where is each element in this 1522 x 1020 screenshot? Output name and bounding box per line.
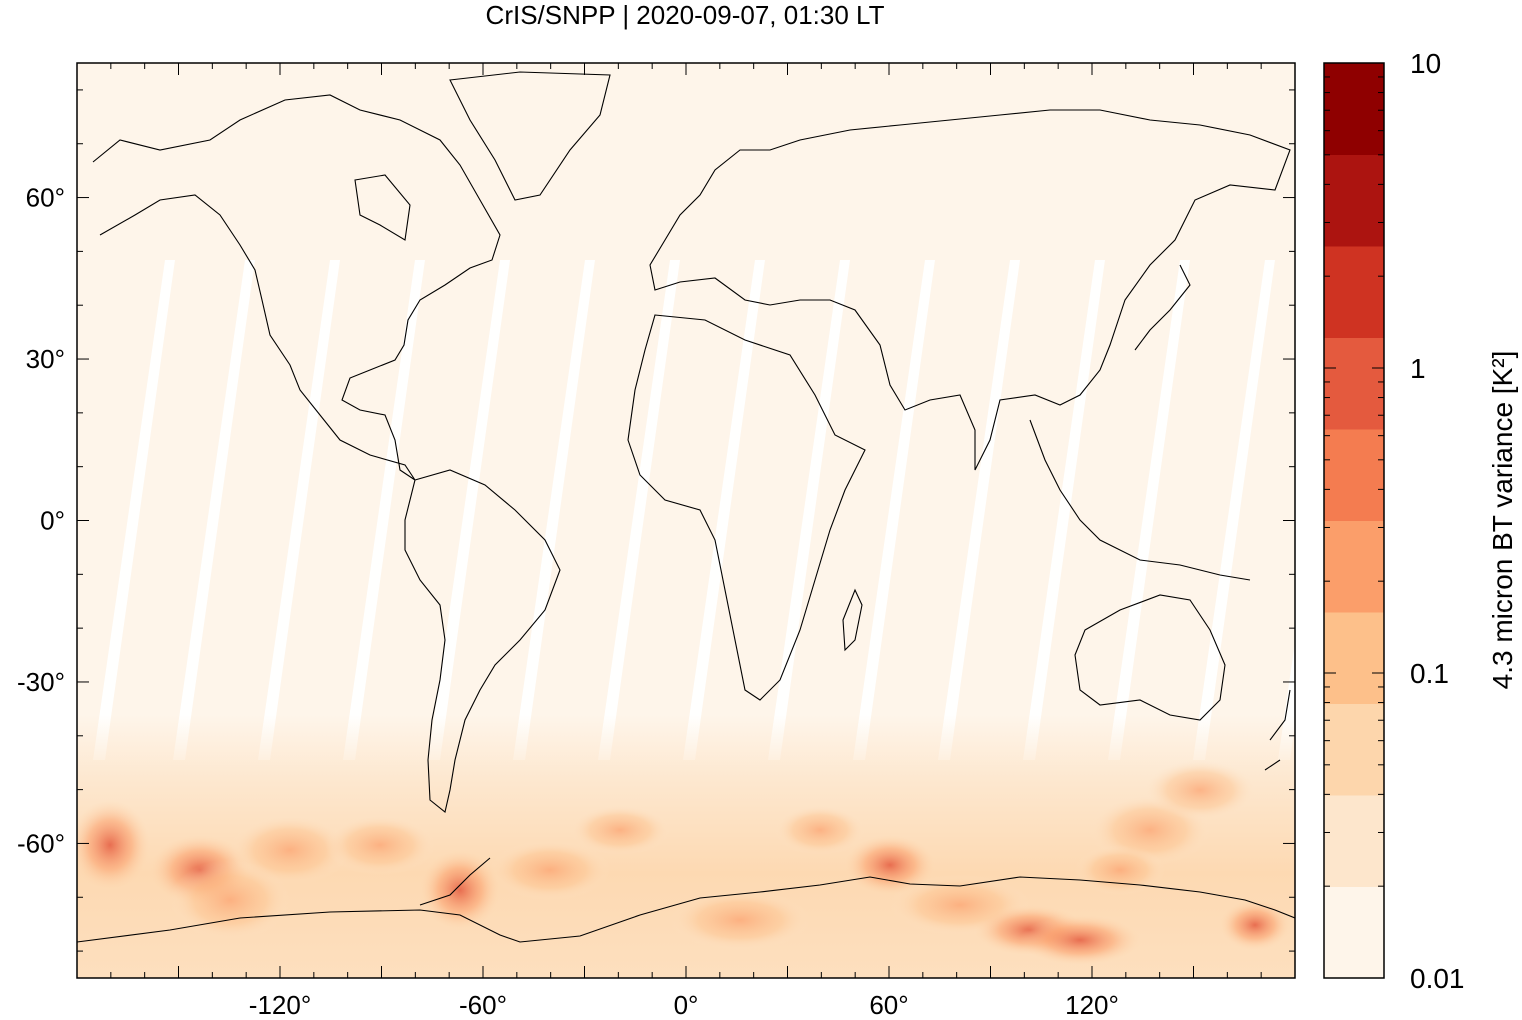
colorbar-label: 4.3 micron BT variance [K²] [1487,351,1518,690]
swath-gap [938,260,1020,760]
colorbar-tick-label: 0.1 [1410,658,1449,689]
colorbar: 10 1 0.1 0.01 4.3 micron BT variance [K²] [1323,48,1518,994]
colorbar-band [1324,246,1384,338]
variance-hotspot [670,890,810,950]
colorbar-tick-label: 0.01 [1410,963,1465,994]
x-tick-label: 120° [1065,990,1119,1020]
swath-gap [343,260,425,760]
variance-hotspot [1145,760,1255,820]
orbit-swath-gaps [93,260,1295,760]
swath-gap [768,260,850,760]
coastline-south-america [404,469,561,813]
colorbar-band [1324,612,1384,704]
variance-hotspot [325,815,435,875]
variance-hotspot [1020,915,1140,965]
colorbar-bands [1324,63,1384,979]
variance-hotspot [845,835,935,895]
colorbar-band [1324,154,1384,247]
colorbar-tick-label: 1 [1410,353,1426,384]
colorbar-band [1324,63,1384,155]
swath-gap [1108,260,1190,760]
variance-hotspot [1220,900,1290,950]
swath-gap [258,260,340,760]
y-tick-label: 30° [26,344,65,374]
coastline-north-america [92,94,501,481]
colorbar-tick-label: 10 [1410,48,1441,79]
y-tick-label: -30° [17,667,65,697]
colorbar-band [1324,337,1384,430]
swath-gap [853,260,935,760]
variance-hotspot [420,850,500,930]
coastline-eurasia-africa [649,109,1291,471]
x-tick-label: 60° [869,990,908,1020]
variance-hotspot [490,840,610,900]
colorbar-band [1324,703,1384,796]
coastline-madagascar [842,588,863,652]
swath-gap [173,260,255,760]
swath-gap [513,260,595,760]
plot-title: CrIS/SNPP | 2020-09-07, 01:30 LT [485,0,885,30]
coastline-antarctica [77,876,1295,943]
variance-hotspot [570,805,670,855]
colorbar-band [1324,795,1384,887]
coastline-antarctic-peninsula [419,857,491,906]
x-tick-label: -120° [249,990,311,1020]
variance-hotspot [1075,845,1165,895]
x-axis: -120° -60° 0° 60° 120° [110,63,1262,1020]
variance-hotspot [77,800,150,890]
coastline-hudson-bay [354,174,411,241]
swath-gap [1193,260,1275,760]
coastline-japan [1134,264,1191,351]
swath-gap [1023,260,1105,760]
y-axis: 60° 30° 0° -30° -60° [17,89,1295,952]
variance-hotspots [77,760,1290,965]
coastline-australia [1074,594,1226,721]
y-tick-label: -60° [17,828,65,858]
x-tick-label: -60° [459,990,507,1020]
swath-gap [683,260,765,760]
y-tick-label: 0° [40,506,65,536]
coastline-new-zealand [1264,689,1291,771]
data-field [77,63,1295,978]
coastline-greenland [449,71,611,201]
variance-hotspot [170,860,290,940]
colorbar-band [1324,520,1384,613]
x-tick-label: 0° [674,990,699,1020]
colorbar-ticks: 10 1 0.1 0.01 [1324,48,1465,994]
swath-gap [598,260,680,760]
colorbar-band [1324,886,1384,979]
colorbar-frame [1323,62,1385,979]
y-tick-label: 60° [26,183,65,213]
variance-hotspot [775,805,865,855]
colorbar-band [1324,429,1384,521]
coastline-africa [627,314,866,701]
swath-gap [428,260,510,760]
swath-gap [93,260,175,760]
coastline-southeast-asia [1029,419,1251,581]
coastlines [77,71,1295,943]
